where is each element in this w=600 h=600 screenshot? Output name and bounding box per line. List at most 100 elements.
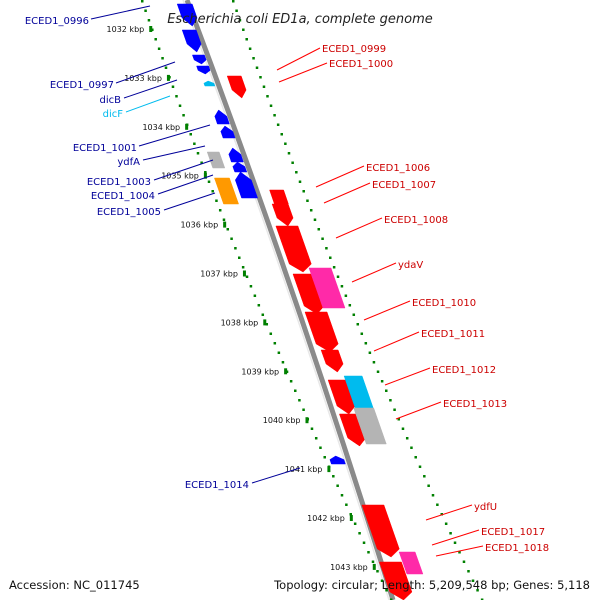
tick-dot [453, 541, 457, 544]
label-leader-line [142, 145, 206, 161]
gene-feature [269, 189, 289, 205]
kbp-major-tick [185, 123, 189, 130]
gene-feature [329, 455, 346, 465]
tick-dot [157, 47, 161, 50]
kbp-tick-label: 1040 kbp [263, 416, 301, 425]
tick-dot [255, 66, 259, 69]
tick-dot [238, 256, 241, 259]
kbp-major-tick [149, 26, 153, 32]
forward-gene-label: ECED1_1013 [443, 399, 507, 410]
tick-dot [364, 342, 368, 345]
tick-dot [344, 294, 348, 297]
kbp-tick-label: 1042 kbp [307, 514, 345, 523]
tick-dot [269, 104, 273, 107]
gene-feature [214, 109, 230, 125]
label-leader-line [384, 367, 431, 386]
forward-gene-label: ECED1_1000 [329, 59, 393, 70]
reverse-gene-labels: ECED1_0996 ECED1_0997 dicB dicF ECED1_1001yd… [25, 5, 301, 491]
tick-dot [257, 304, 261, 307]
label-leader-line [157, 174, 214, 195]
tick-dot [317, 228, 321, 231]
tick-dot [147, 19, 151, 22]
genome-backbone [184, 0, 396, 600]
tick-dot [151, 28, 154, 31]
forward-gene-label: ydaV [398, 260, 423, 271]
forward-gene-label: ECED1_1006 [366, 163, 430, 174]
tick-dot [321, 237, 324, 240]
tick-dot [332, 266, 336, 269]
tick-dot [306, 199, 309, 202]
label-leader-line [153, 159, 214, 181]
tick-dot [349, 513, 352, 516]
gene-feature [361, 504, 400, 558]
kbp-tick-label: 1039 kbp [241, 367, 279, 376]
tick-dot [281, 361, 285, 364]
tick-dot [196, 152, 200, 155]
tick-dot [458, 551, 461, 554]
tick-dot [295, 171, 298, 174]
tick-dot [405, 437, 409, 440]
tick-dot [249, 285, 253, 288]
tick-dot [314, 437, 318, 440]
inner-tick-track [141, 0, 393, 600]
tick-dot [218, 209, 222, 212]
kbp-tick-label: 1032 kbp [107, 25, 145, 34]
tick-dot [289, 380, 293, 383]
tick-dot [294, 389, 297, 392]
tick-dot [380, 579, 384, 582]
reverse-gene-label: ECED1_1014 [185, 480, 249, 491]
tick-dot [269, 332, 273, 335]
tick-dot [298, 399, 301, 402]
label-leader-line [163, 192, 216, 211]
tick-dot [325, 247, 328, 250]
label-leader-line [115, 61, 176, 84]
label-leader-line [278, 62, 328, 83]
tick-dot [358, 532, 361, 535]
forward-gene-label: ECED1_1011 [421, 329, 485, 340]
tick-dot [368, 351, 372, 354]
gene-feature [271, 203, 294, 227]
kbp-major-tick [203, 172, 207, 179]
kbp-major-tick [327, 466, 331, 473]
reverse-gene-label: ECED1_1004 [91, 191, 155, 202]
tick-dot [332, 475, 335, 478]
label-leader-line [395, 401, 442, 420]
tick-dot [352, 313, 356, 316]
reverse-gene-label: ydfA [117, 157, 140, 168]
tick-dot [393, 408, 396, 411]
label-leader-line [90, 5, 151, 20]
tick-dot [371, 560, 375, 563]
tick-dot [323, 456, 326, 459]
reverse-gene-label: ECED1_1003 [87, 177, 151, 188]
label-leader-line [435, 545, 484, 557]
tick-dot [467, 570, 470, 573]
label-leader-line [138, 124, 211, 147]
tick-dot [291, 161, 294, 164]
tick-dot [302, 408, 305, 411]
tick-dot [431, 494, 435, 497]
tick-dot [207, 180, 211, 183]
tick-dot [164, 66, 168, 69]
tick-dot [175, 95, 178, 98]
tick-dot [262, 85, 266, 88]
tick-dot [414, 456, 417, 459]
tick-dot [436, 503, 439, 506]
tick-dot [319, 446, 322, 449]
kbp-tick-label: 1034 kbp [142, 123, 180, 132]
tick-dot [248, 47, 252, 50]
tick-dot [253, 294, 257, 297]
tick-dot [193, 142, 196, 145]
tick-dot [261, 313, 265, 316]
forward-gene-label: ECED1_1012 [432, 365, 496, 376]
tick-dot [462, 560, 466, 563]
kbp-major-tick [305, 417, 309, 424]
gene-feature [214, 177, 239, 205]
label-leader-line [425, 504, 473, 521]
tick-dot [182, 114, 185, 117]
gene-feature [226, 75, 247, 99]
gene-feature [398, 551, 424, 575]
tick-dot [245, 38, 248, 41]
label-leader-line [323, 182, 371, 204]
tick-dot [397, 418, 401, 421]
